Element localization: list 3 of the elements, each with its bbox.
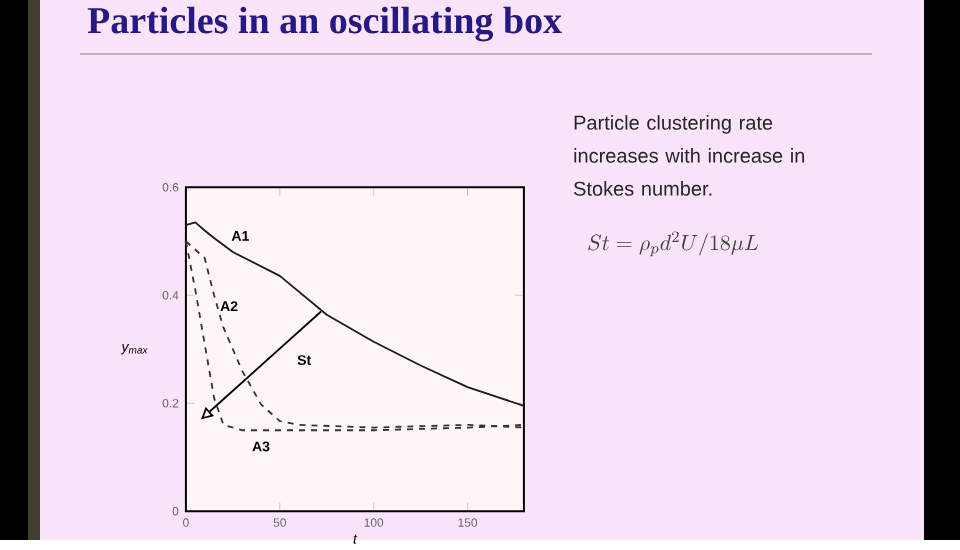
text: Particle clustering rate increases with increase in Stokes number.: [573, 114, 805, 196]
chart-title: Particles in an oscillating box: [87, 6, 562, 42]
text: $St = \rho_p d^2 U / 18 \mu L$: [588, 231, 759, 257]
